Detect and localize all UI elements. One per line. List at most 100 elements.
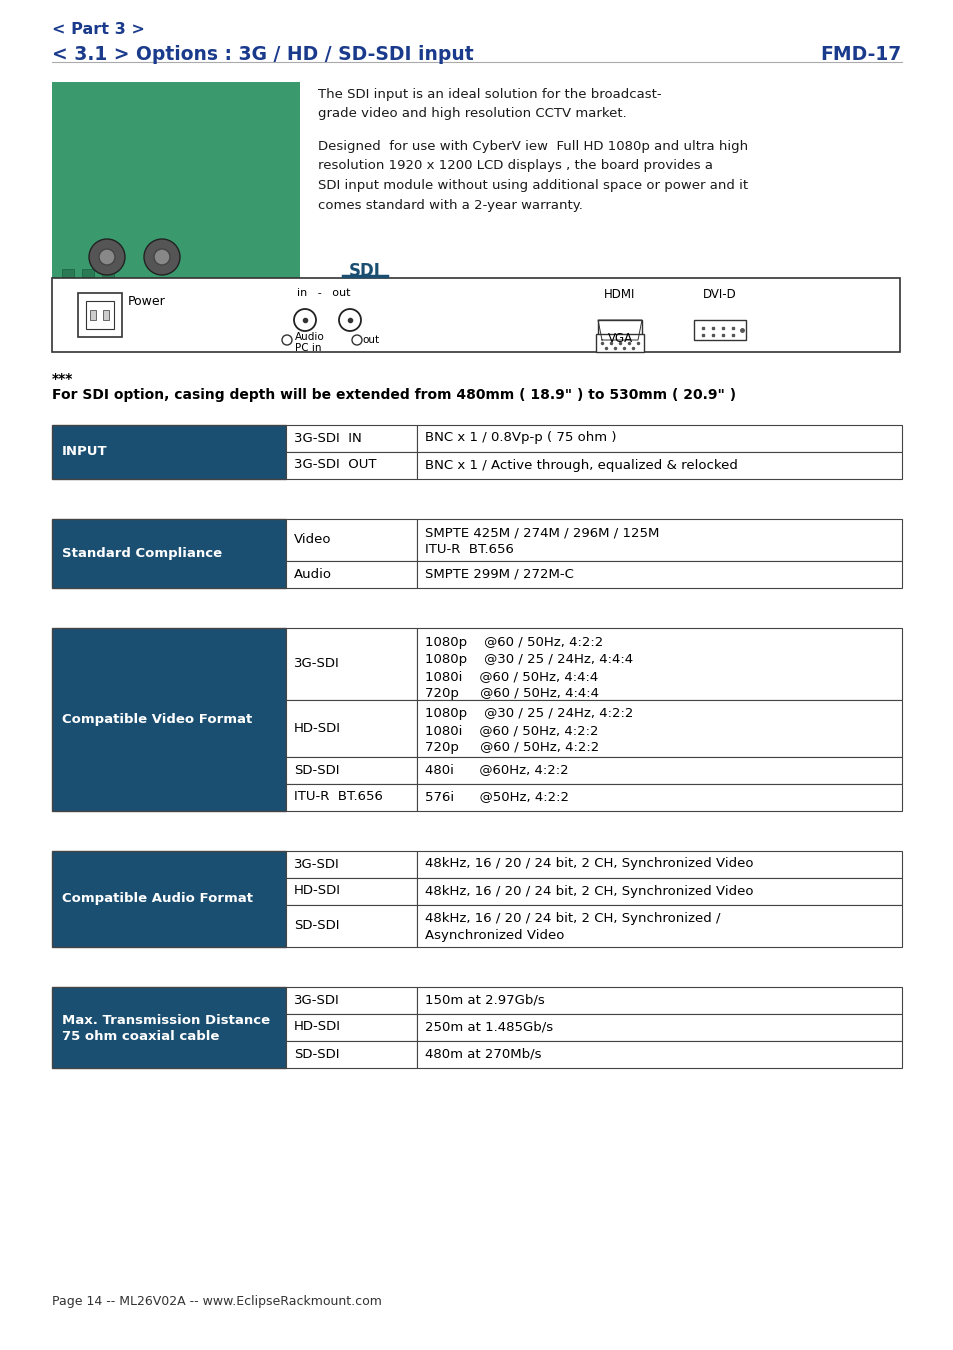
Text: out: out [361, 335, 378, 346]
Text: SD-SDI: SD-SDI [294, 764, 339, 776]
Text: For SDI option, casing depth will be extended from 480mm ( 18.9" ) to 530mm ( 20: For SDI option, casing depth will be ext… [52, 387, 736, 402]
FancyBboxPatch shape [693, 320, 745, 340]
Text: 3G-SDI: 3G-SDI [294, 657, 339, 670]
FancyBboxPatch shape [286, 562, 417, 589]
Circle shape [282, 335, 292, 346]
Text: BNC x 1 / Active through, equalized & relocked: BNC x 1 / Active through, equalized & re… [425, 459, 738, 471]
FancyBboxPatch shape [598, 320, 641, 340]
FancyBboxPatch shape [286, 878, 417, 904]
Text: Audio: Audio [294, 332, 324, 342]
Circle shape [153, 248, 170, 265]
Text: Standard Compliance: Standard Compliance [62, 547, 222, 559]
Text: 150m at 2.97Gb/s: 150m at 2.97Gb/s [425, 994, 545, 1007]
FancyBboxPatch shape [417, 904, 901, 946]
Text: 480i      @60Hz, 4:2:2: 480i @60Hz, 4:2:2 [425, 764, 569, 776]
FancyBboxPatch shape [417, 562, 901, 589]
FancyBboxPatch shape [417, 850, 901, 878]
FancyBboxPatch shape [82, 269, 94, 277]
FancyBboxPatch shape [417, 878, 901, 904]
FancyBboxPatch shape [286, 757, 417, 784]
FancyBboxPatch shape [417, 701, 901, 757]
Text: BNC x 1 / 0.8Vp-p ( 75 ohm ): BNC x 1 / 0.8Vp-p ( 75 ohm ) [425, 432, 617, 444]
Text: Compatible Audio Format: Compatible Audio Format [62, 892, 253, 904]
Text: Compatible Video Format: Compatible Video Format [62, 713, 252, 725]
Text: 3G-SDI  IN: 3G-SDI IN [294, 432, 361, 444]
Text: Video: Video [294, 533, 331, 545]
Text: 576i      @50Hz, 4:2:2: 576i @50Hz, 4:2:2 [425, 791, 569, 803]
Text: 48kHz, 16 / 20 / 24 bit, 2 CH, Synchronized Video: 48kHz, 16 / 20 / 24 bit, 2 CH, Synchroni… [425, 857, 753, 871]
FancyBboxPatch shape [417, 452, 901, 479]
Text: ITU-R  BT.656: ITU-R BT.656 [294, 791, 382, 803]
Text: SMPTE 299M / 272M-C: SMPTE 299M / 272M-C [425, 567, 574, 580]
FancyBboxPatch shape [102, 269, 113, 277]
FancyBboxPatch shape [417, 784, 901, 811]
Text: 3G-SDI  OUT: 3G-SDI OUT [294, 459, 375, 471]
Circle shape [144, 239, 180, 275]
Circle shape [352, 335, 361, 346]
Text: DVI-D: DVI-D [702, 288, 736, 301]
Text: 48kHz, 16 / 20 / 24 bit, 2 CH, Synchronized /
Asynchronized Video: 48kHz, 16 / 20 / 24 bit, 2 CH, Synchroni… [425, 913, 720, 942]
Text: ***: *** [52, 373, 73, 386]
Text: SDI: SDI [349, 262, 380, 279]
FancyBboxPatch shape [90, 310, 96, 320]
Text: SD-SDI: SD-SDI [294, 919, 339, 931]
Text: in   -   out: in - out [296, 288, 350, 298]
FancyBboxPatch shape [286, 701, 417, 757]
FancyBboxPatch shape [52, 850, 286, 946]
Text: < 3.1 > Options : 3G / HD / SD-SDI input: < 3.1 > Options : 3G / HD / SD-SDI input [52, 45, 473, 63]
FancyBboxPatch shape [78, 293, 122, 338]
Text: 480m at 270Mb/s: 480m at 270Mb/s [425, 1048, 541, 1061]
FancyBboxPatch shape [286, 904, 417, 946]
Text: The SDI input is an ideal solution for the broadcast-
grade video and high resol: The SDI input is an ideal solution for t… [317, 88, 661, 120]
FancyBboxPatch shape [286, 425, 417, 452]
Text: 3G-SDI: 3G-SDI [294, 857, 339, 871]
Text: SD-SDI: SD-SDI [294, 1048, 339, 1061]
Circle shape [89, 239, 125, 275]
FancyBboxPatch shape [417, 1014, 901, 1041]
FancyBboxPatch shape [286, 1041, 417, 1068]
Text: VGA: VGA [607, 332, 632, 346]
Text: < Part 3 >: < Part 3 > [52, 22, 145, 36]
Text: FMD-17: FMD-17 [820, 45, 901, 63]
FancyBboxPatch shape [417, 518, 901, 562]
Circle shape [294, 309, 315, 331]
Circle shape [99, 248, 115, 265]
Text: 1080p    @60 / 50Hz, 4:2:2
1080p    @30 / 25 / 24Hz, 4:4:4
1080i    @60 / 50Hz, : 1080p @60 / 50Hz, 4:2:2 1080p @30 / 25 /… [425, 636, 633, 701]
Text: Designed  for use with CyberV iew  Full HD 1080p and ultra high
resolution 1920 : Designed for use with CyberV iew Full HD… [317, 140, 747, 212]
FancyBboxPatch shape [286, 452, 417, 479]
Text: HD-SDI: HD-SDI [294, 1021, 340, 1034]
Text: Max. Transmission Distance
75 ohm coaxial cable: Max. Transmission Distance 75 ohm coaxia… [62, 1014, 270, 1044]
FancyBboxPatch shape [417, 1041, 901, 1068]
FancyBboxPatch shape [417, 757, 901, 784]
Circle shape [338, 309, 360, 331]
Text: HD-SDI: HD-SDI [294, 884, 340, 898]
FancyBboxPatch shape [52, 82, 299, 292]
FancyBboxPatch shape [52, 987, 286, 1068]
FancyBboxPatch shape [417, 425, 901, 452]
FancyBboxPatch shape [52, 518, 286, 589]
FancyBboxPatch shape [52, 425, 286, 479]
FancyBboxPatch shape [286, 1014, 417, 1041]
Text: INPUT: INPUT [62, 446, 108, 458]
Text: Page 14 -- ML26V02A -- www.EclipseRackmount.com: Page 14 -- ML26V02A -- www.EclipseRackmo… [52, 1295, 381, 1308]
FancyBboxPatch shape [286, 850, 417, 878]
FancyBboxPatch shape [417, 987, 901, 1014]
FancyBboxPatch shape [286, 987, 417, 1014]
FancyBboxPatch shape [286, 518, 417, 562]
FancyBboxPatch shape [86, 301, 113, 329]
FancyBboxPatch shape [62, 269, 74, 277]
FancyBboxPatch shape [286, 628, 417, 701]
Text: 48kHz, 16 / 20 / 24 bit, 2 CH, Synchronized Video: 48kHz, 16 / 20 / 24 bit, 2 CH, Synchroni… [425, 884, 753, 898]
Text: HD-SDI: HD-SDI [294, 721, 340, 734]
Text: SMPTE 425M / 274M / 296M / 125M
ITU-R  BT.656: SMPTE 425M / 274M / 296M / 125M ITU-R BT… [425, 526, 659, 556]
Text: 3G-SDI: 3G-SDI [294, 994, 339, 1007]
FancyBboxPatch shape [103, 310, 109, 320]
Text: HDMI: HDMI [603, 288, 635, 301]
FancyBboxPatch shape [52, 278, 899, 352]
FancyBboxPatch shape [286, 784, 417, 811]
FancyBboxPatch shape [417, 628, 901, 701]
Text: Audio: Audio [294, 567, 332, 580]
FancyBboxPatch shape [52, 628, 286, 811]
Text: 250m at 1.485Gb/s: 250m at 1.485Gb/s [425, 1021, 553, 1034]
Text: 1080p    @30 / 25 / 24Hz, 4:2:2
1080i    @60 / 50Hz, 4:2:2
720p     @60 / 50Hz, : 1080p @30 / 25 / 24Hz, 4:2:2 1080i @60 /… [425, 707, 633, 755]
